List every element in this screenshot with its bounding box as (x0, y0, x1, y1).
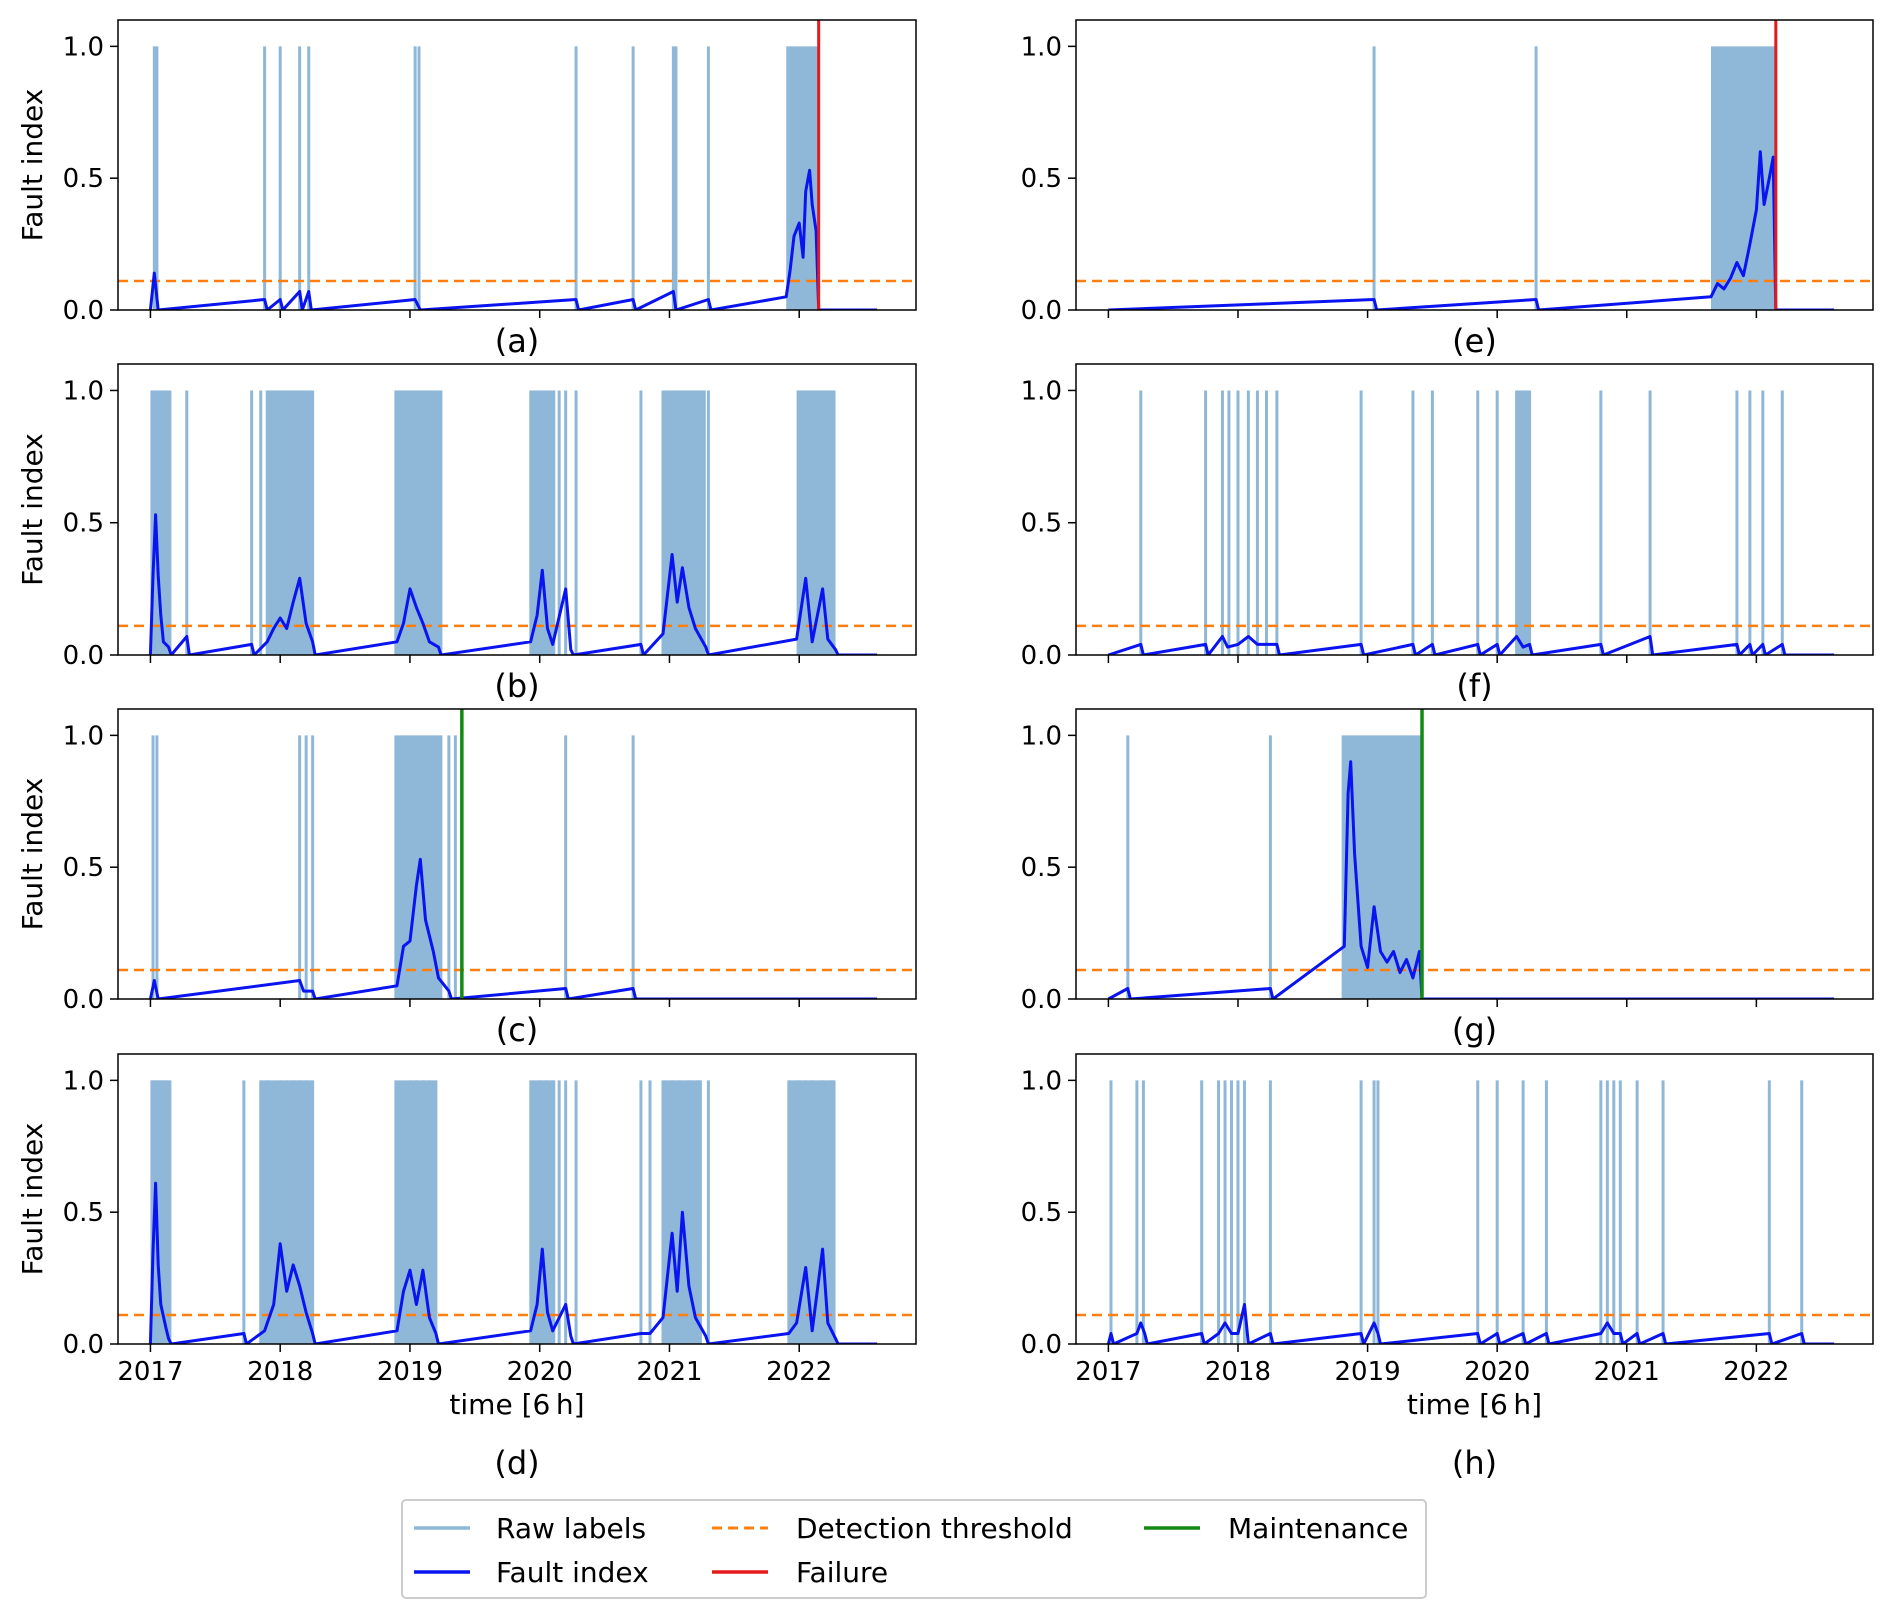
panel-b: 0.0 0.5 1.0 Fault index (b) (16, 363, 917, 705)
y-tick-label: 1.0 (1021, 721, 1062, 751)
y-tick-label: 0.0 (1021, 641, 1062, 671)
panel-e: 0.0 0.5 1.0 (e) (1021, 19, 1874, 360)
y-axis-title: Fault index (16, 89, 49, 242)
panels-layer: 0.0 0.5 1.0 Fault index (a) 0.0 0.5 1.0 Fault in… (16, 19, 1874, 1482)
x-tick-label: 2022 (766, 1357, 832, 1387)
y-tick-label: 0.5 (1021, 1198, 1062, 1228)
legend-failure-label: Failure (796, 1556, 888, 1589)
x-tick-label: 2021 (1594, 1357, 1660, 1387)
y-tick-label: 1.0 (63, 1066, 104, 1096)
panel-caption: (d) (494, 1444, 539, 1482)
y-tick-label: 0.0 (63, 641, 104, 671)
legend-threshold-label: Detection threshold (796, 1512, 1073, 1545)
plot-area-a (118, 20, 916, 310)
axes-frame (1075, 19, 1874, 311)
y-tick-label: 1.0 (63, 32, 104, 62)
raw-label-block (529, 390, 556, 655)
y-tick-label: 0.5 (63, 509, 104, 539)
axes-frame (1075, 363, 1874, 656)
raw-label-block (1711, 46, 1776, 310)
plot-area-f (1076, 390, 1873, 655)
panel-caption: (h) (1452, 1444, 1497, 1482)
y-tick-label: 0.0 (63, 985, 104, 1015)
x-axis-title: time [6 h] (1407, 1388, 1542, 1421)
raw-label-block (529, 1080, 556, 1344)
raw-label-block (796, 390, 836, 655)
y-tick-label: 0.5 (1021, 509, 1062, 539)
plot-area-e (1076, 20, 1873, 310)
y-tick-label: 0.0 (63, 1330, 104, 1360)
legend: Raw labels Fault index Detection thresho… (401, 1499, 1427, 1599)
y-tick-label: 0.5 (1021, 164, 1062, 194)
fault-index-line (1107, 760, 1835, 999)
panel-c: 0.0 0.5 1.0 Fault index (c) (16, 708, 917, 1049)
x-tick-label: 2020 (507, 1357, 573, 1387)
fault-index-line (148, 513, 878, 655)
panel-f: 0.0 0.5 1.0 (f) (1021, 363, 1874, 705)
y-tick-label: 0.0 (1021, 296, 1062, 326)
fault-index-line (1106, 1303, 1835, 1344)
y-axis-title: Fault index (16, 1123, 49, 1276)
axes-frame (117, 708, 917, 1000)
panel-caption: (c) (496, 1011, 539, 1049)
panel-caption: (f) (1456, 667, 1492, 705)
panel-g: 0.0 0.5 1.0 (g) (1021, 708, 1874, 1049)
x-tick-label: 2017 (1075, 1357, 1141, 1387)
y-tick-label: 1.0 (1021, 376, 1062, 406)
x-tick-label: 2022 (1723, 1357, 1789, 1387)
plot-area-h (1076, 1080, 1873, 1344)
legend-maintenance-label: Maintenance (1228, 1512, 1408, 1545)
raw-label-block (1341, 735, 1423, 999)
x-tick-label: 2021 (636, 1357, 702, 1387)
x-tick-label: 2017 (117, 1357, 183, 1387)
fault-index-line (148, 1181, 878, 1344)
y-tick-label: 1.0 (63, 721, 104, 751)
panel-caption: (g) (1452, 1011, 1497, 1049)
panel-caption: (b) (494, 667, 539, 705)
x-tick-label: 2018 (247, 1357, 313, 1387)
y-axis-title: Fault index (16, 433, 49, 586)
axes-frame (1075, 708, 1874, 1000)
axes-frame (117, 19, 917, 311)
y-tick-label: 0.5 (63, 1198, 104, 1228)
fault-index-line (148, 168, 878, 310)
plot-area-g (1076, 709, 1873, 999)
legend-raw-label: Raw labels (496, 1512, 646, 1545)
y-tick-label: 1.0 (1021, 1066, 1062, 1096)
y-tick-label: 0.0 (1021, 985, 1062, 1015)
plot-area-c (118, 709, 916, 999)
y-tick-label: 1.0 (63, 376, 104, 406)
x-tick-label: 2020 (1464, 1357, 1530, 1387)
panel-h: 0.0 0.5 1.0 2017 2018 2019 2020 2021 2022 time [6… (1021, 1053, 1874, 1482)
legend-fault-label: Fault index (496, 1556, 649, 1589)
y-axis-title: Fault index (16, 778, 49, 931)
x-tick-label: 2019 (1334, 1357, 1400, 1387)
x-tick-label: 2019 (377, 1357, 443, 1387)
panel-d: 0.0 0.5 1.0 2017 2018 2019 2020 2021 2022 Fault i… (16, 1053, 917, 1482)
y-tick-label: 0.0 (63, 296, 104, 326)
axes-frame (117, 363, 917, 656)
y-tick-label: 0.5 (1021, 853, 1062, 883)
axes-frame (117, 1053, 917, 1345)
y-tick-label: 0.5 (63, 164, 104, 194)
y-tick-label: 0.0 (1021, 1330, 1062, 1360)
panel-caption: (e) (1452, 322, 1497, 360)
fault-index-line (1107, 635, 1835, 655)
legend-frame (401, 1499, 1427, 1599)
fault-index-line (148, 857, 878, 999)
plot-area-d (118, 1080, 916, 1344)
y-tick-label: 1.0 (1021, 32, 1062, 62)
fault-index-line (1108, 150, 1835, 310)
panel-caption: (a) (495, 322, 540, 360)
x-tick-label: 2018 (1205, 1357, 1271, 1387)
x-axis-title: time [6 h] (449, 1388, 584, 1421)
y-tick-label: 0.5 (63, 853, 104, 883)
axes-frame (1075, 1053, 1874, 1345)
plot-area-b (118, 390, 916, 655)
panel-a: 0.0 0.5 1.0 Fault index (a) (16, 19, 917, 360)
